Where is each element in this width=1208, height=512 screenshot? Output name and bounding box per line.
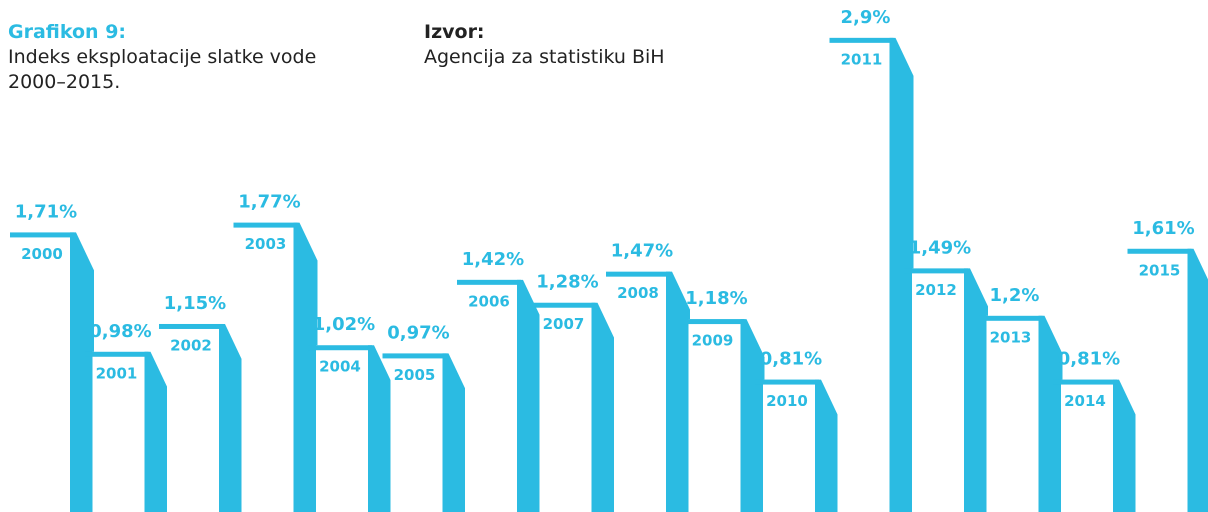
bar-shadow	[815, 379, 839, 512]
x-tick-label: 2011	[841, 50, 883, 68]
value-label: 2,9%	[841, 7, 891, 28]
bar	[606, 271, 670, 277]
bar-face	[18, 232, 72, 512]
bar-face	[688, 319, 743, 512]
x-tick-label: 2015	[1139, 261, 1181, 279]
bar-face	[241, 222, 296, 512]
value-label: 0,97%	[387, 322, 449, 343]
bar-shadow	[1113, 379, 1137, 512]
x-tick-label: 2003	[245, 235, 287, 253]
source-title: Izvor:	[424, 21, 485, 43]
x-tick-label: 2002	[170, 336, 212, 354]
bar-shadow	[517, 279, 541, 512]
bar-shadow	[70, 232, 94, 512]
x-tick-label: 2012	[915, 281, 957, 299]
bar	[457, 279, 521, 285]
bar-face	[316, 345, 370, 512]
bar-face	[92, 351, 147, 512]
value-label: 1,47%	[611, 241, 673, 262]
bar	[233, 222, 298, 228]
bar	[829, 37, 894, 43]
x-tick-label: 2007	[543, 315, 585, 333]
value-label: 1,42%	[462, 249, 524, 270]
bar-shadow	[144, 351, 169, 512]
bar-shadow	[591, 302, 616, 512]
value-label: 1,18%	[685, 288, 747, 309]
chart-title: Grafikon 9:	[8, 21, 127, 43]
bar	[680, 319, 745, 325]
bar	[904, 268, 968, 274]
bar-face	[167, 323, 221, 512]
bar	[755, 379, 819, 385]
value-label: 1,61%	[1132, 218, 1194, 239]
bar-face	[1135, 248, 1190, 512]
bar-face	[763, 379, 817, 512]
x-tick-label: 2006	[468, 292, 510, 310]
bar	[531, 302, 596, 308]
source-text: Agencija za statistiku BiH	[424, 46, 665, 68]
bar-face	[465, 279, 519, 512]
bar-face	[912, 268, 966, 512]
bar-face	[539, 302, 594, 512]
chart-subtitle: Indeks eksploatacije slatke vode 2000–20…	[8, 46, 317, 93]
x-tick-label: 2004	[319, 358, 361, 376]
value-label: 1,02%	[313, 314, 375, 335]
x-tick-label: 2014	[1064, 392, 1106, 410]
header: Grafikon 9: Indeks eksploatacije slatke …	[8, 20, 368, 95]
bar-shadow	[219, 323, 243, 512]
bar	[159, 323, 223, 329]
value-label: 1,28%	[536, 272, 598, 293]
bar-face	[1061, 379, 1115, 512]
value-label: 0,98%	[89, 321, 151, 342]
value-label: 1,15%	[164, 293, 226, 314]
bar	[978, 315, 1043, 321]
value-label: 1,77%	[238, 192, 300, 213]
bar	[382, 353, 447, 359]
x-tick-label: 2010	[766, 392, 808, 410]
bar-shadow	[293, 222, 318, 512]
x-tick-label: 2009	[692, 332, 734, 350]
value-label: 0,81%	[760, 349, 822, 370]
bar-shadow	[889, 37, 914, 512]
bar	[10, 232, 74, 238]
x-tick-label: 2001	[96, 364, 138, 382]
value-label: 0,81%	[1058, 349, 1120, 370]
bar	[1127, 248, 1192, 254]
x-tick-label: 2000	[21, 245, 63, 263]
bar-shadow	[666, 271, 690, 512]
bar-shadow	[740, 319, 765, 512]
bar	[1053, 379, 1117, 385]
bar-shadow	[442, 353, 467, 512]
bar-shadow	[1187, 248, 1208, 512]
source: Izvor: Agencija za statistiku BiH	[424, 20, 784, 70]
value-label: 1,71%	[15, 201, 77, 222]
x-tick-label: 2013	[990, 328, 1032, 346]
bar-face	[837, 37, 892, 512]
bar	[308, 345, 372, 351]
value-label: 1,2%	[990, 285, 1040, 306]
bar-face	[986, 315, 1041, 512]
bar-shadow	[1038, 315, 1063, 512]
bar-face	[614, 271, 668, 512]
x-tick-label: 2008	[617, 284, 659, 302]
value-label: 1,49%	[909, 237, 971, 258]
bar	[84, 351, 149, 357]
bar-shadow	[964, 268, 988, 512]
bar-shadow	[368, 345, 392, 512]
x-tick-label: 2005	[394, 366, 436, 384]
bar-face	[390, 353, 445, 512]
